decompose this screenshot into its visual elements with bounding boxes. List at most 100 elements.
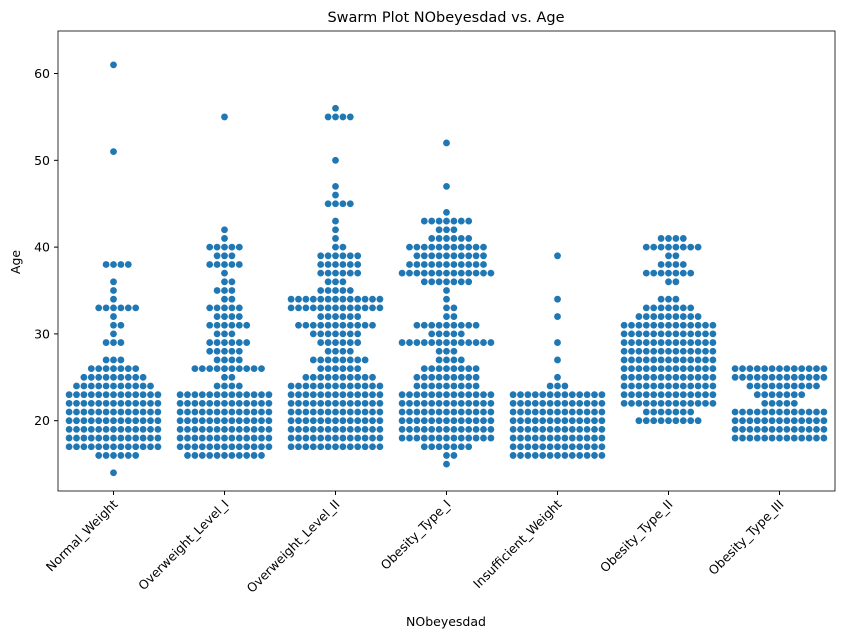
dot xyxy=(117,452,125,459)
dot xyxy=(450,434,458,442)
dot xyxy=(679,330,687,338)
dot xyxy=(672,417,680,425)
dot xyxy=(642,321,650,329)
dot xyxy=(657,408,665,416)
dot xyxy=(591,391,598,399)
dot xyxy=(776,373,783,381)
dot xyxy=(672,261,680,268)
dot xyxy=(258,434,265,442)
dot xyxy=(457,365,465,373)
dot xyxy=(228,252,236,260)
dot xyxy=(657,347,665,355)
dot xyxy=(184,417,191,425)
dot xyxy=(702,365,709,373)
dot xyxy=(428,425,436,433)
dot xyxy=(324,287,332,294)
dot xyxy=(628,321,635,329)
dot xyxy=(317,399,325,407)
dot xyxy=(339,347,347,355)
dot xyxy=(679,339,687,346)
dot xyxy=(635,339,643,346)
dot xyxy=(657,295,665,303)
dot xyxy=(539,399,547,407)
dot xyxy=(546,443,554,451)
dot xyxy=(176,399,184,407)
dot xyxy=(465,217,473,225)
dot xyxy=(561,443,569,451)
dot xyxy=(783,417,791,425)
dot xyxy=(191,391,199,399)
dot xyxy=(221,243,228,251)
dot xyxy=(354,339,362,346)
dot xyxy=(198,399,206,407)
dot xyxy=(457,261,465,268)
dot xyxy=(450,382,458,390)
dot xyxy=(450,443,458,451)
dot xyxy=(472,425,480,433)
dot xyxy=(406,339,413,346)
dot xyxy=(450,425,458,433)
dot xyxy=(184,408,191,416)
dot xyxy=(317,434,325,442)
dot xyxy=(80,417,88,425)
dot xyxy=(228,261,236,268)
dot xyxy=(443,434,450,442)
dot xyxy=(628,356,635,364)
dot xyxy=(65,408,73,416)
dot xyxy=(480,417,487,425)
dot xyxy=(154,417,162,425)
dot xyxy=(709,382,717,390)
dot xyxy=(287,443,295,451)
dot xyxy=(147,425,154,433)
dot xyxy=(657,330,665,338)
dot xyxy=(324,269,332,277)
dot xyxy=(805,365,813,373)
dot xyxy=(184,425,191,433)
dot xyxy=(243,452,251,459)
dot xyxy=(457,235,465,242)
dot xyxy=(731,373,739,381)
dot xyxy=(420,252,428,260)
dot xyxy=(228,295,236,303)
dot xyxy=(457,391,465,399)
dot xyxy=(805,434,813,442)
dot xyxy=(110,278,117,286)
dot xyxy=(95,434,103,442)
dot xyxy=(739,434,746,442)
dot xyxy=(457,278,465,286)
dot xyxy=(428,417,436,425)
dot xyxy=(435,365,443,373)
dot xyxy=(258,452,265,459)
dot xyxy=(790,365,798,373)
dot xyxy=(324,304,332,312)
dot xyxy=(154,443,162,451)
dot xyxy=(820,408,828,416)
dot xyxy=(531,408,539,416)
plot-frame xyxy=(57,30,836,492)
dot xyxy=(332,269,339,277)
dot xyxy=(213,434,221,442)
dot xyxy=(657,399,665,407)
dot xyxy=(95,417,103,425)
dot xyxy=(554,434,561,442)
dot xyxy=(339,339,347,346)
dot xyxy=(124,425,132,433)
dot xyxy=(776,408,783,416)
dot xyxy=(790,382,798,390)
dot xyxy=(465,365,473,373)
dot xyxy=(635,382,643,390)
dot xyxy=(450,321,458,329)
dot xyxy=(139,434,147,442)
dot xyxy=(369,391,376,399)
dot xyxy=(243,321,251,329)
dot xyxy=(702,399,709,407)
dot xyxy=(753,382,761,390)
dot xyxy=(354,434,362,442)
dot xyxy=(435,399,443,407)
dot xyxy=(369,417,376,425)
dot xyxy=(687,304,695,312)
dot xyxy=(783,434,791,442)
dot xyxy=(309,356,317,364)
dot xyxy=(332,156,339,164)
dot xyxy=(457,321,465,329)
